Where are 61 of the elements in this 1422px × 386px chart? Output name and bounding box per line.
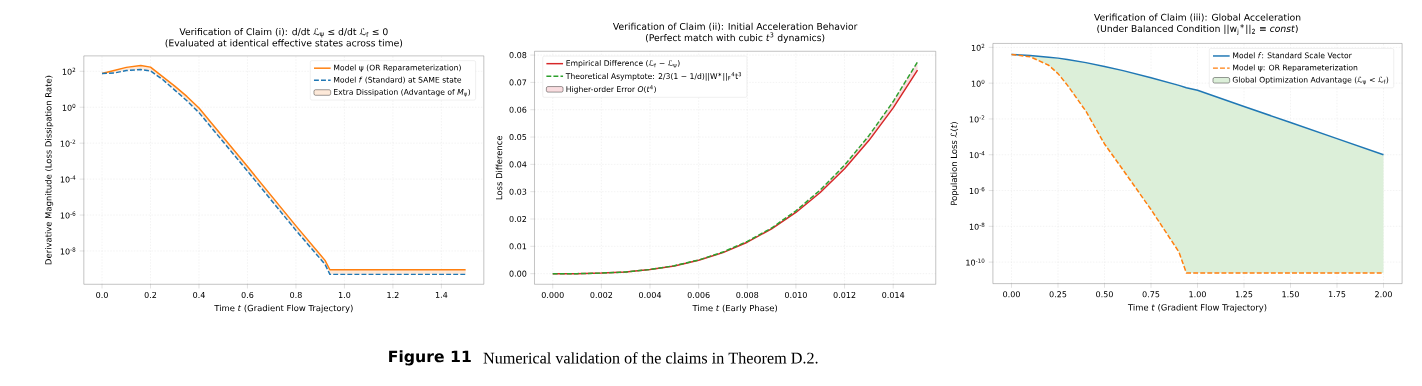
chart-title: Verification of Claim (ii): Initial Acceleration Behavior <box>612 22 858 31</box>
y-tick-label: 10$^{0}$ <box>62 103 76 111</box>
y-tick-label: 0.02 <box>509 215 527 222</box>
x-tick-label: 0.000 <box>541 291 564 298</box>
chart-subtitle: (Evaluated at identical effective states across time) <box>165 39 403 48</box>
x-tick-label: 0.8 <box>290 291 302 298</box>
x-tick-label: 1.2 <box>387 291 399 298</box>
y-tick-label: 0.01 <box>509 243 527 250</box>
x-tick-label: 1.75 <box>1328 291 1346 298</box>
y-axis-title: Derivative Magnitude (Loss Dissipation Rate) <box>45 75 54 265</box>
y-tick-label: 0.00 <box>509 270 527 277</box>
y-tick-label: 10$^{0}$ <box>971 79 985 87</box>
caption: Figure 11 <box>389 350 471 366</box>
y-tick-label: 10$^{-6}$ <box>969 186 985 194</box>
x-tick-label: 0.006 <box>687 291 710 298</box>
y-tick-label: 0.06 <box>509 106 527 113</box>
x-tick-label: 0.2 <box>144 291 157 298</box>
x-tick-label: 1.4 <box>435 291 448 298</box>
y-axis-title: Population Loss ℒ(t) <box>950 121 959 205</box>
y-tick-label: 10$^{2}$ <box>62 67 76 75</box>
x-axis-title: Time t (Early Phase) <box>692 304 778 313</box>
x-axis-title: Time t (Gradient Flow Trajectory) <box>1127 303 1267 313</box>
y-tick-label: 0.04 <box>509 161 527 168</box>
x-tick-label: 1.0 <box>338 291 351 298</box>
x-tick-label: 0.50 <box>1096 291 1113 298</box>
x-tick-label: 0.75 <box>1142 291 1160 298</box>
y-tick-label: 0.08 <box>509 51 527 58</box>
x-tick-label: 0.008 <box>736 291 759 298</box>
x-tick-label: 0.004 <box>639 291 662 298</box>
x-tick-label: 0.002 <box>590 291 613 298</box>
x-tick-label: 0.00 <box>1003 291 1020 298</box>
y-tick-label: 0.05 <box>509 133 527 140</box>
y-axis-title: Loss Difference <box>495 135 503 200</box>
chart-subtitle: (Under Balanced Condition ||w$_{j}$$^{∗}$||$_{2}$ ≡ const) <box>1097 23 1298 35</box>
chart-title: Verification of Claim (iii): Global Acceleration <box>1094 13 1301 22</box>
x-tick-label: 0.0 <box>96 291 108 298</box>
y-tick-label: 10$^{-8}$ <box>969 222 985 230</box>
x-tick-label: 0.25 <box>1049 291 1067 298</box>
x-tick-label: 1.00 <box>1189 291 1206 298</box>
x-tick-label: 0.010 <box>784 291 807 298</box>
y-tick-label: 0.03 <box>509 188 527 195</box>
y-tick-label: 10$^{-10}$ <box>966 258 985 266</box>
y-tick-label: 10$^{-2}$ <box>969 115 985 123</box>
text: Numerical validation of the claims in Theorem D.2. <box>483 351 818 364</box>
x-tick-label: 1.50 <box>1282 291 1299 298</box>
y-tick-label: 10$^{-4}$ <box>60 175 76 183</box>
y-tick-label: 10$^{-8}$ <box>60 247 76 255</box>
y-tick-label: 10$^{-6}$ <box>60 211 76 219</box>
x-tick-label: 0.012 <box>833 291 856 298</box>
x-tick-label: 2.00 <box>1375 291 1392 298</box>
y-tick-label: 10$^{2}$ <box>971 43 985 51</box>
chart-title: Verification of Claim (i): d/dt ℒ$_{ψ}$ ≤ d/dt ℒ$_{f}$ ≤ 0 <box>179 27 388 38</box>
x-tick-label: 0.4 <box>193 291 205 298</box>
y-tick-label: 0.07 <box>509 79 527 86</box>
x-tick-label: 0.014 <box>882 291 905 298</box>
y-tick-label: 10$^{-2}$ <box>60 139 76 147</box>
y-tick-label: 10$^{-4}$ <box>969 151 985 159</box>
x-axis-title: Time t (Gradient Flow Trajectory) <box>214 304 353 313</box>
x-tick-label: 0.6 <box>241 291 254 298</box>
x-tick-label: 1.25 <box>1235 291 1253 298</box>
chart-subtitle: (Perfect match with cubic t$^{3}$ dynamics) <box>645 32 825 43</box>
